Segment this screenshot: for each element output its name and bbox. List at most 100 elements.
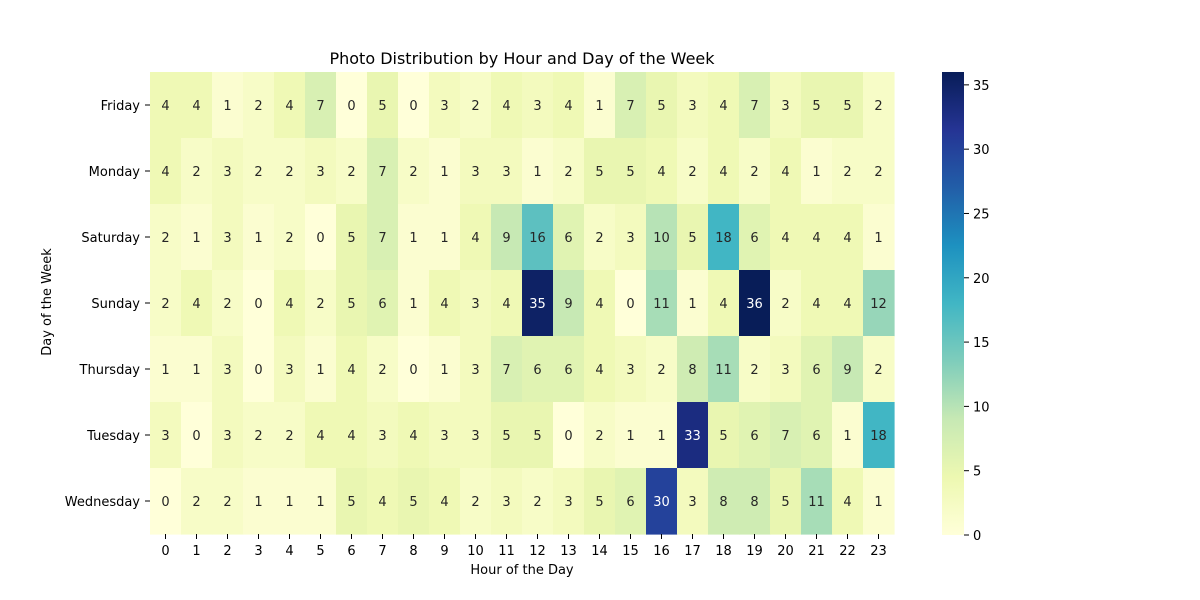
heatmap-cell bbox=[801, 336, 833, 403]
x-tick-label: 6 bbox=[347, 544, 355, 559]
heatmap-cell bbox=[832, 204, 864, 271]
cell-value-label: 3 bbox=[781, 99, 789, 114]
cell-value-label: 2 bbox=[223, 297, 231, 312]
cell-value-label: 5 bbox=[409, 495, 417, 510]
cell-value-label: 18 bbox=[715, 231, 732, 246]
cell-value-label: 7 bbox=[750, 99, 758, 114]
heatmap-cell bbox=[212, 336, 244, 403]
heatmap-cell bbox=[181, 72, 213, 139]
heatmap-cell bbox=[770, 468, 802, 535]
heatmap-cell bbox=[801, 402, 833, 469]
heatmap-cell bbox=[491, 138, 523, 205]
cell-value-label: 4 bbox=[564, 99, 572, 114]
cell-value-label: 3 bbox=[471, 297, 479, 312]
cell-value-label: 4 bbox=[781, 165, 789, 180]
heatmap-cell bbox=[677, 138, 709, 205]
cell-value-label: 2 bbox=[750, 363, 758, 378]
cell-value-label: 30 bbox=[653, 495, 670, 510]
colorbar-tick-label: 30 bbox=[973, 143, 990, 158]
heatmap-cell bbox=[863, 336, 895, 403]
cell-value-label: 16 bbox=[529, 231, 546, 246]
cell-value-label: 1 bbox=[843, 429, 851, 444]
heatmap-cell bbox=[150, 204, 182, 271]
heatmap-cell bbox=[181, 270, 213, 337]
heatmap-cell bbox=[553, 204, 585, 271]
heatmap-cell bbox=[553, 270, 585, 337]
heatmap-cell bbox=[584, 468, 616, 535]
heatmap-cell bbox=[615, 138, 647, 205]
heatmap-cell bbox=[553, 138, 585, 205]
cell-value-label: 4 bbox=[502, 99, 510, 114]
heatmap-cell bbox=[491, 204, 523, 271]
cell-value-label: 10 bbox=[653, 231, 670, 246]
cell-value-label: 11 bbox=[808, 495, 825, 510]
heatmap-cell bbox=[274, 270, 306, 337]
cell-value-label: 2 bbox=[595, 231, 603, 246]
cell-value-label: 4 bbox=[161, 99, 169, 114]
heatmap-cell bbox=[367, 72, 399, 139]
heatmap-cell bbox=[243, 468, 275, 535]
heatmap-cell bbox=[274, 468, 306, 535]
cell-value-label: 2 bbox=[843, 165, 851, 180]
cell-value-label: 4 bbox=[719, 297, 727, 312]
cell-value-label: 2 bbox=[688, 165, 696, 180]
cell-value-label: 4 bbox=[719, 165, 727, 180]
x-tick-label: 14 bbox=[591, 544, 608, 559]
cell-value-label: 3 bbox=[533, 99, 541, 114]
cell-value-label: 2 bbox=[471, 99, 479, 114]
heatmap-cell bbox=[646, 72, 678, 139]
cell-value-label: 2 bbox=[285, 231, 293, 246]
cell-value-label: 7 bbox=[316, 99, 324, 114]
heatmap-cell bbox=[491, 336, 523, 403]
x-tick-label: 0 bbox=[161, 544, 169, 559]
heatmap-cell bbox=[584, 270, 616, 337]
y-tick-label: Wednesday bbox=[65, 495, 141, 510]
cell-value-label: 3 bbox=[223, 429, 231, 444]
heatmap-cell bbox=[553, 72, 585, 139]
cell-value-label: 3 bbox=[626, 363, 634, 378]
heatmap-cell bbox=[367, 468, 399, 535]
heatmap-cell bbox=[274, 138, 306, 205]
cell-value-label: 1 bbox=[595, 99, 603, 114]
heatmap-cell bbox=[243, 336, 275, 403]
heatmap-cell bbox=[274, 72, 306, 139]
heatmap-cell bbox=[615, 204, 647, 271]
x-tick-label: 13 bbox=[560, 544, 577, 559]
heatmap-cell bbox=[460, 72, 492, 139]
colorbar-tick-label: 20 bbox=[973, 272, 990, 287]
cell-value-label: 0 bbox=[347, 99, 355, 114]
cell-value-label: 4 bbox=[440, 297, 448, 312]
cell-value-label: 6 bbox=[812, 363, 820, 378]
heatmap-cell bbox=[336, 204, 368, 271]
cell-value-label: 1 bbox=[812, 165, 820, 180]
cell-value-label: 5 bbox=[843, 99, 851, 114]
heatmap-cell bbox=[367, 138, 399, 205]
cell-value-label: 3 bbox=[502, 165, 510, 180]
cell-value-label: 18 bbox=[870, 429, 887, 444]
heatmap-cell bbox=[832, 138, 864, 205]
heatmap-cell bbox=[150, 468, 182, 535]
heatmap-cell bbox=[677, 468, 709, 535]
heatmap-cell bbox=[615, 72, 647, 139]
heatmap-cell bbox=[739, 138, 771, 205]
cell-value-label: 5 bbox=[347, 231, 355, 246]
cell-value-label: 12 bbox=[870, 297, 887, 312]
cell-value-label: 11 bbox=[653, 297, 670, 312]
cell-value-label: 7 bbox=[781, 429, 789, 444]
cell-value-label: 2 bbox=[316, 297, 324, 312]
heatmap-cell bbox=[274, 336, 306, 403]
heatmap-cell bbox=[832, 270, 864, 337]
cell-value-label: 1 bbox=[409, 297, 417, 312]
cell-value-label: 1 bbox=[223, 99, 231, 114]
heatmap-cell bbox=[460, 468, 492, 535]
cell-value-label: 2 bbox=[874, 363, 882, 378]
cell-value-label: 5 bbox=[347, 495, 355, 510]
heatmap-cell bbox=[522, 72, 554, 139]
heatmap-cell bbox=[243, 204, 275, 271]
cell-value-label: 1 bbox=[161, 363, 169, 378]
x-tick-label: 16 bbox=[653, 544, 670, 559]
cell-value-label: 5 bbox=[347, 297, 355, 312]
heatmap-cell bbox=[181, 336, 213, 403]
cell-value-label: 3 bbox=[502, 495, 510, 510]
colorbar-tick-label: 35 bbox=[973, 79, 990, 94]
